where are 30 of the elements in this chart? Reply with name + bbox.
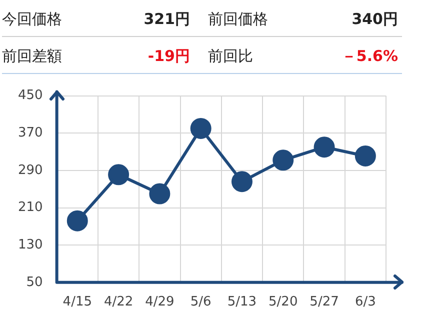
y-tick-label: 450 (18, 88, 43, 104)
point (149, 183, 170, 204)
text: －5.6% (304, 37, 402, 74)
text: 前回差額 (2, 37, 94, 74)
x-tick-label: 5/13 (227, 294, 257, 310)
text: 340円 (304, 0, 402, 37)
x-tick-label: 4/15 (62, 294, 92, 310)
text: 前回価格 (194, 0, 304, 37)
x-tick-label: 5/6 (190, 294, 212, 310)
x-tick-label: 4/29 (145, 294, 174, 310)
text: 前回比 (194, 37, 304, 74)
x-tick-label: 5/20 (268, 294, 298, 310)
text: 今回価格 (2, 0, 94, 37)
point (66, 210, 88, 232)
y-tick-label: 290 (18, 162, 43, 178)
point (354, 145, 376, 166)
point (272, 150, 294, 171)
x-tick-label: 6/3 (354, 294, 376, 310)
y-tick-label: 370 (18, 125, 43, 140)
text: -19円 (94, 37, 194, 74)
text: 321円 (94, 0, 194, 37)
y-tick-label: 130 (18, 237, 43, 252)
x-tick-label: 5/27 (310, 294, 339, 310)
y-tick-label: 50 (26, 274, 43, 290)
x-tick-label: 4/22 (104, 294, 134, 310)
point (190, 118, 212, 139)
point (108, 164, 130, 186)
point (231, 171, 252, 192)
y-tick-label: 210 (18, 200, 43, 216)
point (314, 136, 335, 158)
